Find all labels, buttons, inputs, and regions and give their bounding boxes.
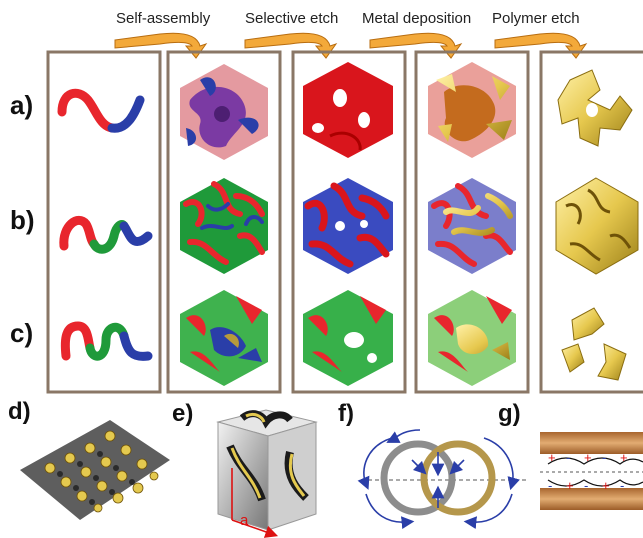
unit-cube-e xyxy=(216,409,318,538)
panel-label-d: d) xyxy=(8,398,31,425)
charge-top-3: + xyxy=(584,450,592,465)
panel-label-e: e) xyxy=(172,400,194,427)
frame-final xyxy=(539,50,643,394)
chain-abc xyxy=(59,216,153,254)
gold-ring xyxy=(420,440,496,516)
cube-a-assembly xyxy=(180,64,268,160)
step-label-selective-etch: Selective etch xyxy=(245,10,339,27)
row-label-b: b) xyxy=(10,205,35,235)
step-arrow-2 xyxy=(244,32,338,59)
charge-top-2: - xyxy=(566,450,571,465)
cube-b-assembly xyxy=(180,178,268,274)
charge-bottom-3: - xyxy=(584,478,589,493)
frame-assembly xyxy=(166,50,282,394)
lattice-d xyxy=(20,420,170,520)
charge-bottom-4: + xyxy=(602,478,610,493)
row-label-c: c) xyxy=(10,318,34,348)
frame-etch xyxy=(291,50,407,394)
charge-bottom-1: - xyxy=(548,478,553,493)
charge-top-4: - xyxy=(602,450,607,465)
charges-bottom: - + - + - xyxy=(544,478,643,493)
lattice-constant-label: a xyxy=(240,512,249,529)
panel-label-g: g) xyxy=(498,400,521,427)
charge-bottom-2: + xyxy=(566,478,574,493)
row-a-cubes xyxy=(180,62,633,160)
frame-metal xyxy=(414,50,530,394)
cube-b-final xyxy=(555,177,639,275)
plate-bottom xyxy=(540,488,643,510)
step-label-self-assembly: Self-assembly xyxy=(116,10,211,27)
row-label-a: a) xyxy=(10,90,34,120)
charge-bottom-5: - xyxy=(620,478,625,493)
panel-label-f: f) xyxy=(338,400,354,427)
cube-a-metal xyxy=(428,62,516,158)
charge-top-1: + xyxy=(548,450,556,465)
plates-g xyxy=(540,432,643,510)
step-label-metal-deposition: Metal deposition xyxy=(362,10,472,27)
row-c-cubes xyxy=(180,290,627,386)
row-b-cubes xyxy=(180,177,639,275)
polymer-chains xyxy=(57,88,153,361)
cube-c-etch xyxy=(303,290,393,386)
cube-a-etch xyxy=(303,62,393,158)
charges-top: + - + - + xyxy=(544,450,643,465)
cube-c-metal xyxy=(428,290,516,386)
rings-f xyxy=(357,429,526,530)
charge-top-5: + xyxy=(620,450,628,465)
step-label-polymer-etch: Polymer etch xyxy=(492,10,580,27)
cube-c-assembly xyxy=(180,290,268,386)
cube-b-etch xyxy=(303,178,393,274)
frame-polymer xyxy=(46,50,162,394)
chain-ab xyxy=(57,88,145,133)
cube-c-final xyxy=(561,307,627,381)
chain-acb xyxy=(60,321,153,361)
cube-a-final xyxy=(557,69,633,147)
gray-ring xyxy=(380,440,456,516)
cube-b-metal xyxy=(428,178,516,274)
step-arrows xyxy=(114,32,588,59)
column-frames xyxy=(46,50,643,394)
plate-top xyxy=(540,432,643,454)
lattice-constant-line xyxy=(231,519,279,538)
